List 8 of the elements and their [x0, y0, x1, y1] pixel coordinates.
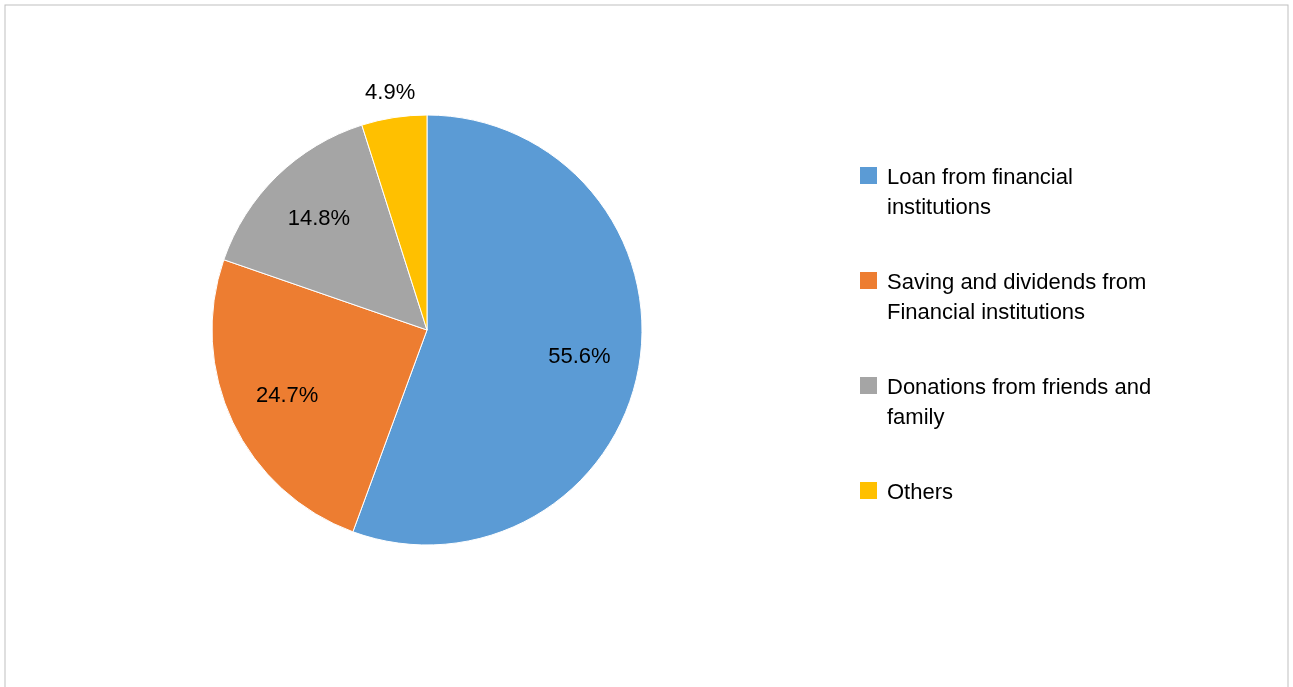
legend-label: Loan from financial institutions: [887, 164, 1073, 219]
data-label: 14.8%: [287, 204, 351, 230]
legend-label: Saving and dividends from Financial institutions: [887, 269, 1147, 324]
data-label: 55.6%: [548, 342, 611, 368]
legend-label: Others: [887, 479, 954, 504]
legend-label: Donations from friends and family: [887, 374, 1152, 429]
data-label: 24.7%: [255, 382, 319, 408]
data-label: 4.9%: [365, 78, 416, 104]
